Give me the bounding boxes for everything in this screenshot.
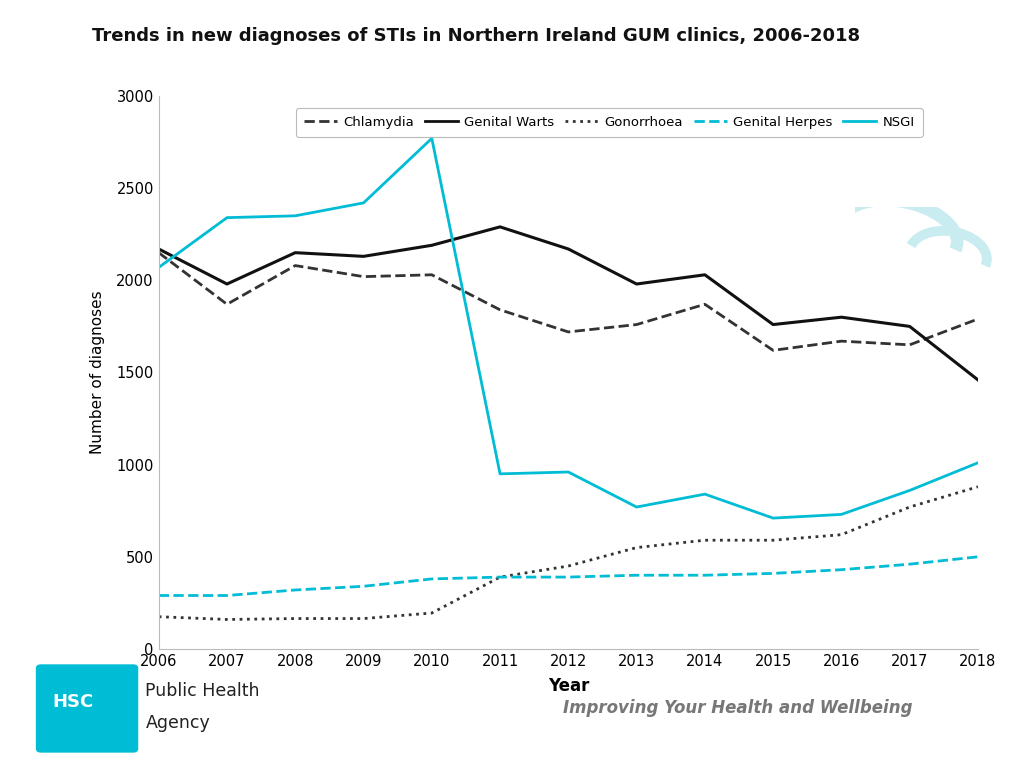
Genital Warts <box>903 322 915 331</box>
Genital Herpes <box>836 565 848 574</box>
Chlamydia <box>631 320 643 329</box>
Text: Public Health: Public Health <box>145 682 260 700</box>
Genital Herpes <box>698 571 711 580</box>
Genital Warts <box>153 244 165 253</box>
Gonorrhoea <box>153 612 165 621</box>
Genital Warts <box>357 252 370 261</box>
NSGI <box>562 468 574 477</box>
NSGI <box>698 489 711 498</box>
Chlamydia <box>767 346 779 355</box>
Line: NSGI: NSGI <box>159 138 978 518</box>
Chlamydia <box>221 300 233 309</box>
Gonorrhoea <box>494 572 506 581</box>
X-axis label: Year: Year <box>548 677 589 695</box>
Genital Warts <box>836 313 848 322</box>
Genital Warts <box>767 320 779 329</box>
Gonorrhoea <box>698 535 711 545</box>
Genital Herpes <box>289 585 301 594</box>
Gonorrhoea <box>426 608 438 617</box>
Genital Herpes <box>767 569 779 578</box>
Chlamydia <box>562 327 574 336</box>
Gonorrhoea <box>562 561 574 571</box>
Text: Improving Your Health and Wellbeing: Improving Your Health and Wellbeing <box>562 700 912 717</box>
Chlamydia <box>494 305 506 314</box>
Legend: Chlamydia, Genital Warts, Gonorrhoea, Genital Herpes, NSGI: Chlamydia, Genital Warts, Gonorrhoea, Ge… <box>296 108 923 137</box>
Genital Warts <box>698 270 711 280</box>
Gonorrhoea <box>972 482 984 492</box>
Chlamydia <box>153 248 165 257</box>
Text: HSC: HSC <box>52 693 94 711</box>
Genital Warts <box>972 376 984 385</box>
Genital Warts <box>631 280 643 289</box>
Genital Warts <box>221 280 233 289</box>
Text: Trends in new diagnoses of STIs in Northern Ireland GUM clinics, 2006-2018: Trends in new diagnoses of STIs in North… <box>92 27 860 45</box>
Chlamydia <box>289 261 301 270</box>
Chlamydia <box>836 336 848 346</box>
Genital Herpes <box>562 572 574 581</box>
Gonorrhoea <box>836 530 848 539</box>
Genital Herpes <box>494 572 506 581</box>
Chlamydia <box>426 270 438 280</box>
Genital Herpes <box>972 552 984 561</box>
Chlamydia <box>698 300 711 309</box>
NSGI <box>631 502 643 511</box>
Gonorrhoea <box>631 543 643 552</box>
NSGI <box>357 198 370 207</box>
Line: Genital Warts: Genital Warts <box>159 227 978 380</box>
Genital Herpes <box>357 581 370 591</box>
Gonorrhoea <box>357 614 370 623</box>
Line: Genital Herpes: Genital Herpes <box>159 557 978 595</box>
NSGI <box>426 134 438 143</box>
Genital Herpes <box>903 560 915 569</box>
NSGI <box>153 263 165 272</box>
Genital Warts <box>289 248 301 257</box>
Text: Agency: Agency <box>145 714 210 732</box>
NSGI <box>221 213 233 222</box>
Genital Herpes <box>221 591 233 600</box>
Chlamydia <box>972 314 984 323</box>
Line: Chlamydia: Chlamydia <box>159 253 978 350</box>
NSGI <box>836 510 848 519</box>
Genital Herpes <box>631 571 643 580</box>
Gonorrhoea <box>767 535 779 545</box>
Gonorrhoea <box>289 614 301 623</box>
NSGI <box>903 486 915 495</box>
NSGI <box>972 458 984 468</box>
Gonorrhoea <box>903 502 915 511</box>
NSGI <box>767 514 779 523</box>
Y-axis label: Number of diagnoses: Number of diagnoses <box>90 290 105 455</box>
Genital Herpes <box>426 574 438 584</box>
NSGI <box>289 211 301 220</box>
Chlamydia <box>903 340 915 349</box>
Gonorrhoea <box>221 615 233 624</box>
Genital Warts <box>562 244 574 253</box>
Line: Gonorrhoea: Gonorrhoea <box>159 487 978 620</box>
Genital Herpes <box>153 591 165 600</box>
Genital Warts <box>426 240 438 250</box>
Genital Warts <box>494 222 506 231</box>
Chlamydia <box>357 272 370 281</box>
NSGI <box>494 469 506 478</box>
